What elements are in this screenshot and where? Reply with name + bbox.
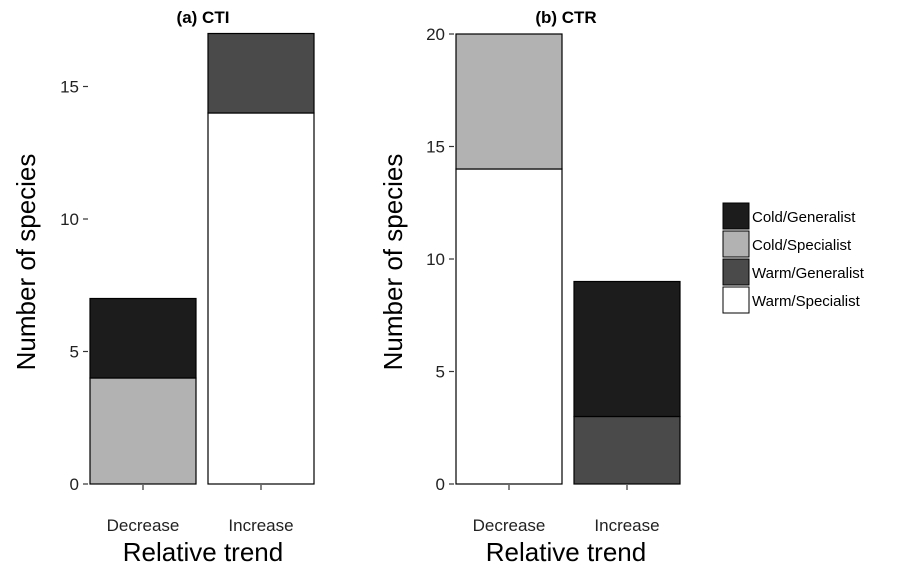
legend-label-cold-generalist: Cold/Generalist — [752, 209, 856, 226]
panel-a-bar-increase-warm-specialist — [207, 112, 315, 485]
legend-label-warm-specialist: Warm/Specialist — [752, 293, 861, 310]
panel-b-y-axis-title: Number of species — [378, 154, 408, 371]
panel-b-y-tick-label: 15 — [426, 138, 445, 157]
panel-a-bar-decrease-cold-generalist — [89, 297, 197, 379]
legend-label-cold-specialist: Cold/Specialist — [752, 237, 852, 254]
panel-a-y-ticks: 0 5 10 15 — [60, 78, 88, 494]
panel-a-bar-increase-warm-generalist — [207, 32, 315, 114]
panel-b-y-ticks: 0 5 10 15 20 — [426, 25, 454, 494]
panel-a-x-tick-label-decrease: Decrease — [107, 516, 180, 535]
panel-b-y-tick-label: 5 — [436, 363, 445, 382]
panel-a-y-tick-label: 5 — [70, 343, 79, 362]
panel-b-y-tick-label: 0 — [436, 475, 445, 494]
legend-swatch-cold-generalist — [722, 202, 750, 230]
panel-a-bars — [89, 32, 315, 485]
panel-b-bar-decrease-warm-specialist — [455, 168, 563, 485]
panel-b-x-tick-label-increase: Increase — [594, 516, 659, 535]
panel-b-bar-increase-cold-generalist — [573, 280, 681, 418]
panel-ctr: (b) CTR Number of species Relative trend… — [378, 8, 681, 562]
panel-b-bars — [455, 33, 681, 485]
panel-a-bar-decrease-cold-specialist — [89, 377, 197, 485]
panel-a-y-tick-label: 0 — [70, 475, 79, 494]
panel-b-y-tick-label: 10 — [426, 250, 445, 269]
panel-a-y-axis-title: Number of species — [11, 154, 41, 371]
panel-a-x-ticks: Decrease Increase — [107, 485, 294, 535]
panel-b-y-tick-label: 20 — [426, 25, 445, 44]
panel-a-title: (a) CTI — [177, 8, 230, 27]
panel-b-x-axis-title: Relative trend — [486, 537, 646, 562]
panel-b-bar-increase-warm-generalist — [573, 415, 681, 485]
panel-a-x-tick-label-increase: Increase — [228, 516, 293, 535]
panel-a-x-axis-title: Relative trend — [123, 537, 283, 562]
panel-b-x-ticks: Decrease Increase — [473, 485, 660, 535]
legend-swatch-warm-specialist — [722, 286, 750, 314]
panel-a-y-tick-label: 15 — [60, 78, 79, 97]
panel-a-y-tick-label: 10 — [60, 210, 79, 229]
legend-swatch-cold-specialist — [722, 230, 750, 258]
legend-swatch-warm-generalist — [722, 258, 750, 286]
legend-label-warm-generalist: Warm/Generalist — [752, 265, 865, 282]
panel-b-title: (b) CTR — [535, 8, 596, 27]
panel-b-x-tick-label-decrease: Decrease — [473, 516, 546, 535]
legend: Cold/Generalist Cold/Specialist Warm/Gener… — [722, 202, 865, 314]
panel-b-bar-decrease-cold-specialist — [455, 33, 563, 170]
panel-cti: (a) CTI Number of species Relative trend… — [11, 8, 315, 562]
